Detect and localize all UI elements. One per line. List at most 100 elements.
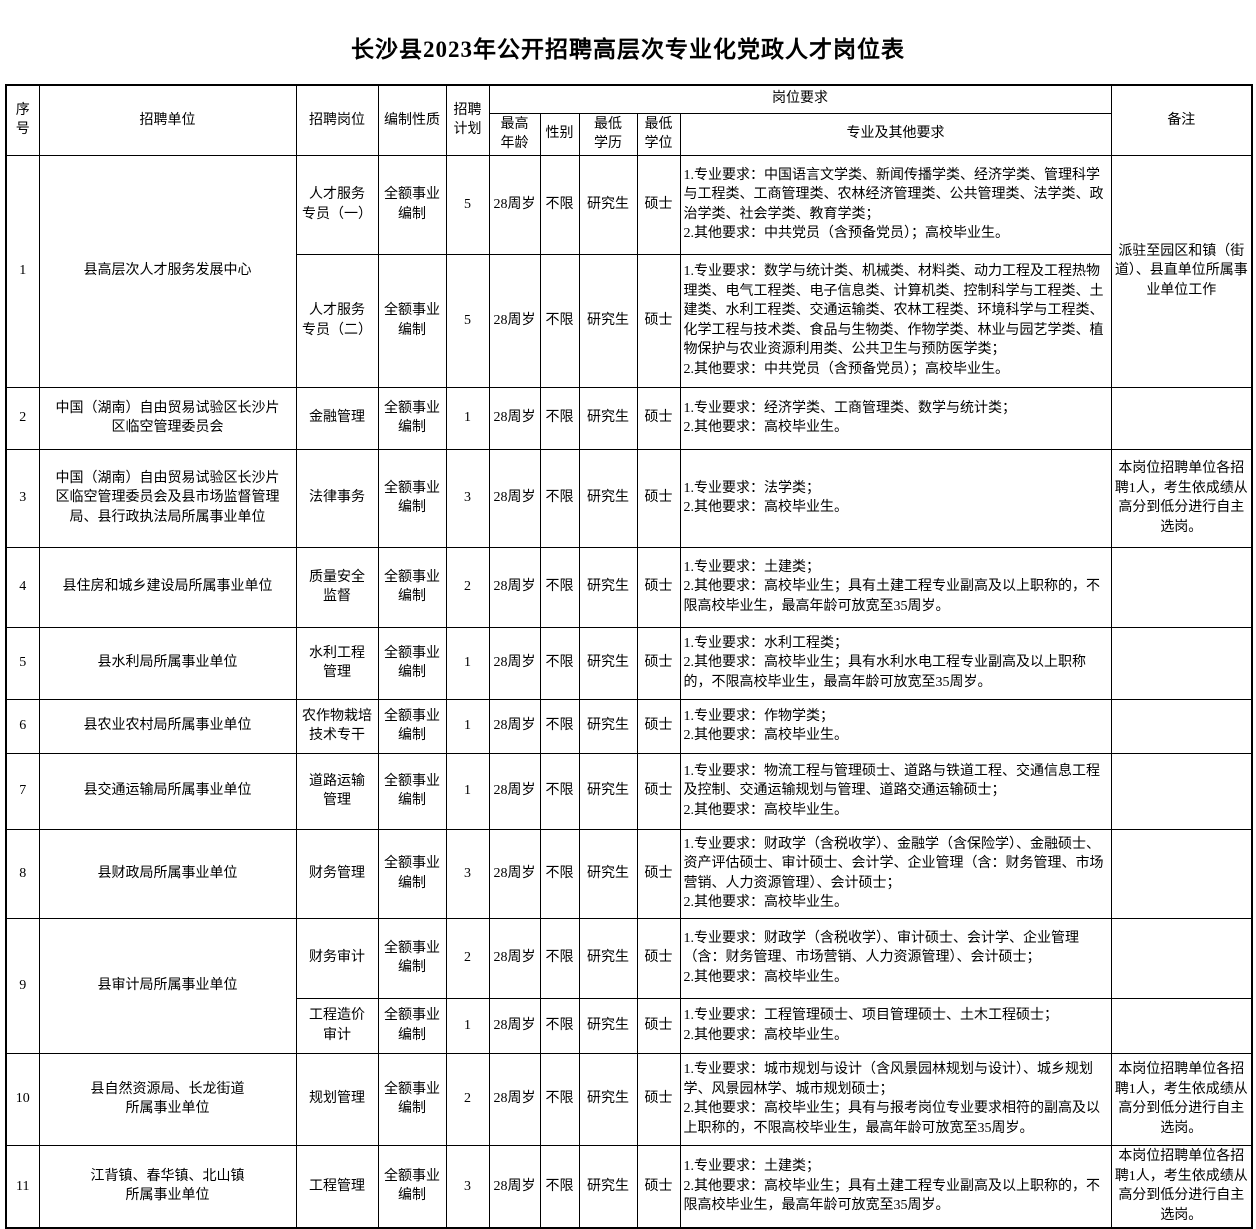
cell-gender: 不限 <box>539 448 580 548</box>
cell-edu: 研究生 <box>578 1052 638 1146</box>
cell-unit: 中国（湖南）自由贸易试验区长沙片 区临空管理委员会及县市场监督管理 局、县行政执… <box>38 448 297 548</box>
cell-edu: 研究生 <box>578 386 638 450</box>
header-no: 序号 <box>5 84 40 156</box>
cell-major: 1.专业要求：法学类； 2.其他要求：高校毕业生。 <box>679 448 1112 548</box>
cell-nature: 全额事业 编制 <box>377 546 447 628</box>
cell-age: 28周岁 <box>488 386 541 450</box>
cell-remark <box>1110 917 1253 999</box>
cell-no: 3 <box>5 448 40 548</box>
cell-unit: 中国（湖南）自由贸易试验区长沙片 区临空管理委员会 <box>38 386 297 450</box>
cell-degree: 硕士 <box>636 828 681 919</box>
cell-gender: 不限 <box>539 546 580 628</box>
cell-nature: 全额事业 编制 <box>377 154 447 255</box>
cell-remark: 本岗位招聘单位各招聘1人，考生依成绩从高分到低分进行自主选岗。 <box>1110 448 1253 548</box>
cell-position: 财务管理 <box>295 828 379 919</box>
cell-no: 9 <box>5 917 40 1054</box>
cell-degree: 硕士 <box>636 1144 681 1229</box>
cell-edu: 研究生 <box>578 752 638 830</box>
cell-position: 人才服务 专员（二） <box>295 253 379 388</box>
cell-remark <box>1110 997 1253 1054</box>
table-row: 工程造价 审计 全额事业 编制 1 28周岁 不限 研究生 硕士 1.专业要求：… <box>6 997 1253 1054</box>
cell-gender: 不限 <box>539 626 580 700</box>
cell-nature: 全额事业 编制 <box>377 1052 447 1146</box>
cell-age: 28周岁 <box>488 752 541 830</box>
cell-major: 1.专业要求：水利工程类； 2.其他要求：高校毕业生；具有水利水电工程专业副高及… <box>679 626 1112 700</box>
header-gender: 性别 <box>539 112 580 156</box>
header-requirements-group: 岗位要求 <box>488 84 1112 114</box>
header-max-age: 最高 年龄 <box>488 112 541 156</box>
cell-degree: 硕士 <box>636 698 681 754</box>
cell-position: 规划管理 <box>295 1052 379 1146</box>
table-row: 9 县审计局所属事业单位 财务审计 全额事业 编制 2 28周岁 不限 研究生 … <box>5 917 1253 1054</box>
table-row: 6 县农业农村局所属事业单位 农作物栽培 技术专干 全额事业 编制 1 28周岁… <box>5 698 1253 754</box>
cell-nature: 全额事业 编制 <box>377 917 447 999</box>
cell-degree: 硕士 <box>636 997 681 1054</box>
cell-degree: 硕士 <box>636 626 681 700</box>
cell-edu: 研究生 <box>578 154 638 255</box>
cell-major: 1.专业要求：物流工程与管理硕士、道路与铁道工程、交通信息工程及控制、交通运输规… <box>679 752 1112 830</box>
cell-position: 财务审计 <box>295 917 379 999</box>
cell-no: 5 <box>5 626 40 700</box>
cell-age: 28周岁 <box>488 253 541 388</box>
cell-nature: 全额事业 编制 <box>377 698 447 754</box>
cell-gender: 不限 <box>539 917 580 999</box>
cell-age: 28周岁 <box>488 1052 541 1146</box>
cell-gender: 不限 <box>539 828 580 919</box>
cell-edu: 研究生 <box>578 1144 638 1229</box>
cell-major: 1.专业要求：中国语言文学类、新闻传播学类、经济学类、管理科学与工程类、工商管理… <box>679 154 1112 255</box>
cell-degree: 硕士 <box>636 917 681 999</box>
cell-major: 1.专业要求：城市规划与设计（含风景园林规划与设计）、城乡规划学、风景园林学、城… <box>679 1052 1112 1146</box>
header-remark: 备注 <box>1110 84 1253 156</box>
cell-remark: 本岗位招聘单位各招聘1人，考生依成绩从高分到低分进行自主选岗。 <box>1110 1052 1253 1146</box>
cell-remark: 派驻至园区和镇（街道）、县直单位所属事业单位工作 <box>1110 154 1253 388</box>
cell-nature: 全额事业 编制 <box>377 997 447 1054</box>
table-row: 1 县高层次人才服务发展中心 人才服务 专员（一） 全额事业 编制 5 28周岁… <box>5 154 1253 388</box>
cell-gender: 不限 <box>539 386 580 450</box>
cell-major: 1.专业要求：土建类； 2.其他要求：高校毕业生；具有土建工程专业副高及以上职称… <box>679 546 1112 628</box>
cell-remark <box>1110 546 1253 628</box>
cell-unit: 县住房和城乡建设局所属事业单位 <box>38 546 297 628</box>
cell-age: 28周岁 <box>488 448 541 548</box>
recruitment-table: 序号 招聘单位 招聘岗位 编制性质 招聘 计划 岗位要求 备注 最高 年龄 性别… <box>5 84 1254 1229</box>
cell-edu: 研究生 <box>578 917 638 999</box>
cell-no: 4 <box>5 546 40 628</box>
cell-gender: 不限 <box>539 1052 580 1146</box>
cell-age: 28周岁 <box>488 546 541 628</box>
cell-plan: 3 <box>445 1144 490 1229</box>
cell-position: 质量安全 监督 <box>295 546 379 628</box>
cell-remark: 本岗位招聘单位各招聘1人，考生依成绩从高分到低分进行自主选岗。 <box>1110 1144 1253 1229</box>
cell-degree: 硕士 <box>636 386 681 450</box>
cell-remark <box>1110 828 1253 919</box>
cell-gender: 不限 <box>539 1144 580 1229</box>
cell-edu: 研究生 <box>578 546 638 628</box>
cell-major: 1.专业要求：经济学类、工商管理类、数学与统计类； 2.其他要求：高校毕业生。 <box>679 386 1112 450</box>
header-nature: 编制性质 <box>377 84 447 156</box>
cell-plan: 1 <box>445 698 490 754</box>
cell-nature: 全额事业 编制 <box>377 448 447 548</box>
cell-plan: 3 <box>445 828 490 919</box>
table-row: 7 县交通运输局所属事业单位 道路运输 管理 全额事业 编制 1 28周岁 不限… <box>5 752 1253 830</box>
cell-edu: 研究生 <box>578 626 638 700</box>
cell-position: 人才服务 专员（一） <box>295 154 379 255</box>
cell-degree: 硕士 <box>636 1052 681 1146</box>
cell-nature: 全额事业 编制 <box>377 253 447 388</box>
table-row: 10 县自然资源局、长龙街道 所属事业单位 规划管理 全额事业 编制 2 28周… <box>5 1052 1253 1146</box>
cell-age: 28周岁 <box>488 917 541 999</box>
cell-nature: 全额事业 编制 <box>377 752 447 830</box>
cell-age: 28周岁 <box>488 997 541 1054</box>
cell-gender: 不限 <box>539 698 580 754</box>
cell-unit: 县财政局所属事业单位 <box>38 828 297 919</box>
cell-no: 7 <box>5 752 40 830</box>
cell-nature: 全额事业 编制 <box>377 1144 447 1229</box>
header-min-degree: 最低 学位 <box>636 112 681 156</box>
table-row: 5 县水利局所属事业单位 水利工程 管理 全额事业 编制 1 28周岁 不限 研… <box>5 626 1253 700</box>
cell-unit: 县交通运输局所属事业单位 <box>38 752 297 830</box>
cell-no: 8 <box>5 828 40 919</box>
cell-age: 28周岁 <box>488 828 541 919</box>
cell-plan: 1 <box>445 626 490 700</box>
table-row: 11 江背镇、春华镇、北山镇 所属事业单位 工程管理 全额事业 编制 3 28周… <box>5 1144 1253 1229</box>
cell-degree: 硕士 <box>636 752 681 830</box>
cell-gender: 不限 <box>539 154 580 255</box>
cell-plan: 5 <box>445 154 490 255</box>
cell-age: 28周岁 <box>488 626 541 700</box>
